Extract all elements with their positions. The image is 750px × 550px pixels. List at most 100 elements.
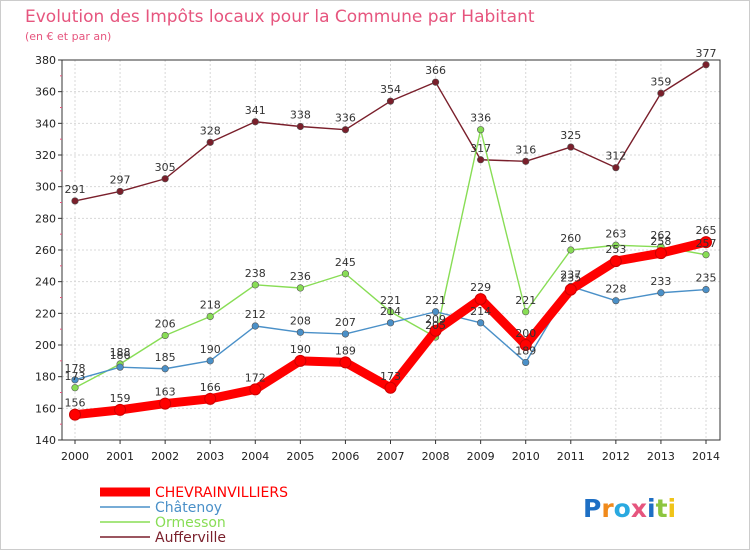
data-point [612,297,620,305]
data-label: 359 [650,75,671,88]
data-label: 173 [65,370,86,383]
x-tick-label: 2013 [647,450,675,463]
chart-subtitle: (en € et par an) [25,30,111,43]
x-tick-label: 2000 [61,450,89,463]
data-label: 235 [696,272,717,285]
data-label: 233 [650,275,671,288]
data-label: 338 [290,109,311,122]
data-point [206,138,214,146]
y-tick-label: 260 [35,244,56,257]
data-label: 245 [335,256,356,269]
y-tick-label: 360 [35,86,56,99]
data-point [477,319,485,327]
data-point [341,270,350,278]
x-tick-label: 2004 [241,450,269,463]
x-tick-label: 2001 [106,450,134,463]
data-point [567,246,575,254]
x-tick-label: 2008 [422,450,450,463]
data-point [296,122,304,131]
data-point [159,397,172,410]
y-tick-label: 180 [35,371,56,384]
data-point [296,328,304,336]
data-point [341,330,350,338]
data-label: 166 [200,381,221,394]
data-point [612,241,620,249]
data-label: 190 [290,343,311,356]
legend-entry: Ormesson [155,515,226,531]
data-point [431,78,440,86]
series-group [69,61,712,421]
data-point [251,322,259,330]
data-label: 200 [515,327,536,340]
y-tick-label: 380 [35,54,56,67]
data-label: 305 [155,161,176,174]
data-label: 297 [110,173,131,186]
data-point [522,308,530,316]
data-label: 208 [290,314,311,327]
data-label: 190 [200,343,221,356]
data-label: 336 [335,112,356,125]
data-point [431,308,440,316]
data-label: 312 [605,150,626,163]
x-tick-label: 2002 [151,450,179,463]
legend: CHEVRAINVILLIERSChâtenoyOrmessonAuffervi… [100,485,288,546]
data-label: 178 [65,362,86,375]
data-label: 212 [245,308,266,321]
data-point [654,247,667,260]
data-label: 206 [155,318,176,331]
x-tick-label: 2006 [331,450,359,463]
data-point [161,175,169,183]
data-point [339,356,352,369]
y-tick-label: 200 [35,339,56,352]
data-label: 236 [290,270,311,283]
data-point [702,285,710,294]
data-point [700,236,712,249]
data-point [657,289,665,297]
data-label: 237 [560,268,581,281]
data-point [161,331,169,340]
legend-entry: Châtenoy [155,500,222,516]
data-label: 228 [605,283,626,296]
data-label: 341 [245,104,266,117]
data-point [249,383,262,396]
legend-entry: CHEVRAINVILLIERS [155,485,288,501]
x-tick-label: 2012 [602,450,630,463]
x-tick-label: 2014 [692,450,720,463]
data-point [519,339,532,351]
data-label: 262 [650,229,671,242]
data-point [114,403,127,416]
data-point [386,97,395,105]
x-tick-label: 2005 [286,450,314,463]
data-point [477,126,485,134]
data-point [522,358,530,367]
data-label: 163 [155,386,176,399]
data-label: 209 [425,313,446,326]
data-point [386,308,395,316]
data-point [116,363,124,371]
data-point [206,357,214,365]
x-axis: 2000 2001 2002 2003 2004 2005 2006 2007 2008 2009… [61,440,720,463]
y-tick-label: 160 [35,402,56,415]
data-label: 377 [696,47,717,60]
y-tick-label: 140 [35,434,56,447]
data-point [294,354,307,367]
data-label: 189 [515,344,536,357]
data-point [657,89,665,97]
data-label: 265 [696,224,717,237]
data-point [69,408,81,421]
data-label: 156 [65,397,86,410]
data-label: 291 [65,183,86,196]
data-label: 172 [245,371,266,384]
data-point [612,164,620,172]
data-label: 263 [605,227,626,240]
data-label: 235 [560,272,581,285]
proxiti-logo: Proxiti [583,494,676,523]
data-point [477,156,485,164]
y-axis: 140 160 180 200 220 240 260 280 300 320 340 360 380 [35,54,62,447]
data-label: 325 [560,129,581,142]
data-point [702,61,710,69]
data-labels: 291 297 305 328 341 338 336 354 366 317 316 325 312 3… [65,47,717,410]
data-point [567,143,575,151]
